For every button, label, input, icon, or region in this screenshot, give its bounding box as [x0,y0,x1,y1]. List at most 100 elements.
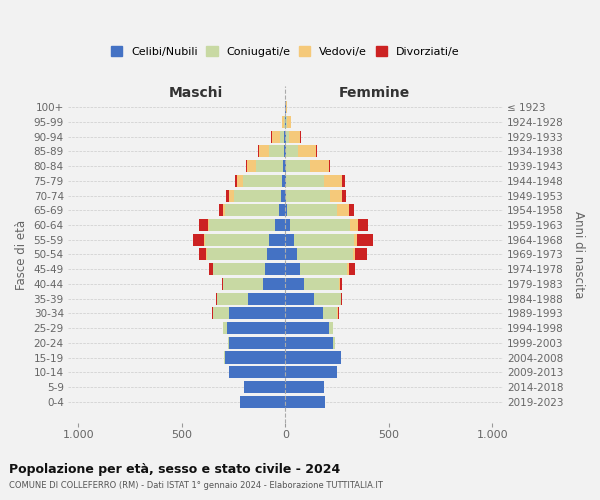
Bar [339,278,340,290]
Text: Femmine: Femmine [339,86,410,100]
Bar [350,219,358,231]
Bar [281,190,286,202]
Bar [282,175,286,187]
Bar [310,160,329,172]
Bar [209,219,275,231]
Bar [223,278,263,290]
Bar [223,204,226,216]
Bar [224,352,226,364]
Bar [355,248,367,260]
Bar [283,160,286,172]
Bar [286,292,314,304]
Bar [286,204,287,216]
Bar [213,308,229,320]
Bar [233,190,281,202]
Bar [342,190,346,202]
Bar [223,322,227,334]
Bar [300,263,347,275]
Bar [349,204,353,216]
Bar [227,322,286,334]
Bar [286,263,300,275]
Bar [349,263,355,275]
Bar [287,204,337,216]
Bar [258,146,259,158]
Bar [286,322,329,334]
Bar [247,160,256,172]
Bar [286,175,323,187]
Bar [199,219,208,231]
Bar [212,308,213,320]
Bar [229,308,286,320]
Bar [193,234,203,246]
Bar [263,278,286,290]
Bar [297,248,353,260]
Bar [286,366,337,378]
Bar [280,130,284,142]
Bar [329,322,333,334]
Bar [269,234,286,246]
Legend: Celibi/Nubili, Coniugati/e, Vedovi/e, Divorziati/e: Celibi/Nubili, Coniugati/e, Vedovi/e, Di… [109,44,462,59]
Bar [279,204,286,216]
Bar [229,366,286,378]
Bar [286,116,287,128]
Bar [304,278,339,290]
Bar [208,219,209,231]
Bar [286,381,323,393]
Bar [244,381,286,393]
Bar [316,146,317,158]
Bar [237,175,243,187]
Bar [314,292,341,304]
Bar [293,234,353,246]
Bar [226,190,229,202]
Bar [347,263,349,275]
Y-axis label: Fasce di età: Fasce di età [15,220,28,290]
Bar [286,352,341,364]
Bar [337,308,338,320]
Bar [298,146,316,158]
Bar [219,204,223,216]
Bar [358,219,368,231]
Bar [286,308,323,320]
Bar [290,219,350,231]
Bar [213,263,265,275]
Bar [340,278,342,290]
Bar [267,248,286,260]
Bar [226,352,286,364]
Bar [275,219,286,231]
Text: Maschi: Maschi [169,86,223,100]
Bar [284,146,286,158]
Bar [203,234,205,246]
Bar [287,116,291,128]
Bar [284,116,285,128]
Bar [282,116,284,128]
Bar [323,175,342,187]
Bar [286,337,333,349]
Bar [286,130,289,142]
Bar [323,308,337,320]
Bar [265,263,286,275]
Bar [205,234,269,246]
Bar [217,292,248,304]
Bar [342,175,346,187]
Bar [353,248,355,260]
Bar [338,308,339,320]
Bar [289,130,301,142]
Text: Popolazione per età, sesso e stato civile - 2024: Popolazione per età, sesso e stato civil… [9,462,340,475]
Bar [330,190,342,202]
Bar [259,146,269,158]
Bar [286,101,287,113]
Bar [286,248,297,260]
Bar [353,234,357,246]
Bar [337,204,349,216]
Y-axis label: Anni di nascita: Anni di nascita [572,211,585,298]
Bar [222,278,223,290]
Bar [209,263,213,275]
Bar [286,219,290,231]
Bar [229,337,286,349]
Bar [235,175,237,187]
Bar [333,337,335,349]
Bar [256,160,283,172]
Bar [357,234,373,246]
Bar [206,248,267,260]
Bar [216,292,217,304]
